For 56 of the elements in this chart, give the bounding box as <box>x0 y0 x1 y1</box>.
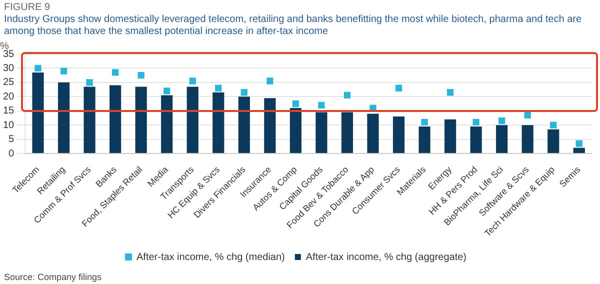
bar <box>418 126 430 154</box>
bar <box>341 112 354 154</box>
bar <box>186 86 198 154</box>
y-tick-label: 15 <box>3 106 15 117</box>
point <box>266 78 274 84</box>
point <box>86 79 93 86</box>
y-tick-label: 0 <box>8 148 15 160</box>
point <box>292 100 300 108</box>
bar <box>573 148 585 154</box>
bar <box>161 95 173 154</box>
bar <box>212 92 224 154</box>
point <box>34 64 42 72</box>
bar <box>84 86 96 154</box>
point <box>576 140 582 147</box>
y-tick-label: 30 <box>3 62 15 74</box>
bar <box>264 98 276 154</box>
bar <box>135 86 147 154</box>
y-tick-label: 25 <box>3 77 15 88</box>
caption: FIGURE 9 <box>4 2 50 13</box>
bar <box>392 116 405 154</box>
y-tick-label: 20 <box>3 91 15 102</box>
point <box>421 118 428 126</box>
point <box>240 89 248 96</box>
bar <box>238 96 250 154</box>
point <box>138 72 144 79</box>
point <box>112 69 119 76</box>
point <box>60 68 68 74</box>
bar <box>496 125 508 154</box>
legend-label: After-tax income, % chg (aggregate) <box>306 252 467 263</box>
point <box>344 92 351 99</box>
bar <box>522 125 534 154</box>
bar <box>110 85 122 154</box>
bar <box>444 119 456 154</box>
point <box>189 78 196 84</box>
y-tick-label: 5 <box>8 134 15 146</box>
point <box>472 118 480 126</box>
bar <box>316 112 328 154</box>
point <box>395 84 402 92</box>
point <box>524 112 531 118</box>
bar <box>58 82 70 154</box>
bar <box>290 108 302 154</box>
y-tick-label: 10 <box>3 120 15 131</box>
point <box>550 122 557 128</box>
bar <box>367 114 379 154</box>
point <box>498 117 506 124</box>
point <box>318 102 325 109</box>
bar <box>32 72 44 154</box>
point <box>215 84 222 92</box>
bar <box>548 129 560 154</box>
legend-label: After-tax income, % chg (median) <box>136 252 285 263</box>
y-tick-label: 35 <box>3 48 15 60</box>
chart-title: Industry Groups show domestically leveraged telecom, retailing and banks benefitting the most while biotech, pharma and tech are among those that have the smallest potential increase in after-tax income <box>4 14 583 38</box>
source-note: Source: Company filings <box>4 272 102 282</box>
point <box>164 88 170 94</box>
point <box>446 89 454 96</box>
bar <box>470 126 482 154</box>
